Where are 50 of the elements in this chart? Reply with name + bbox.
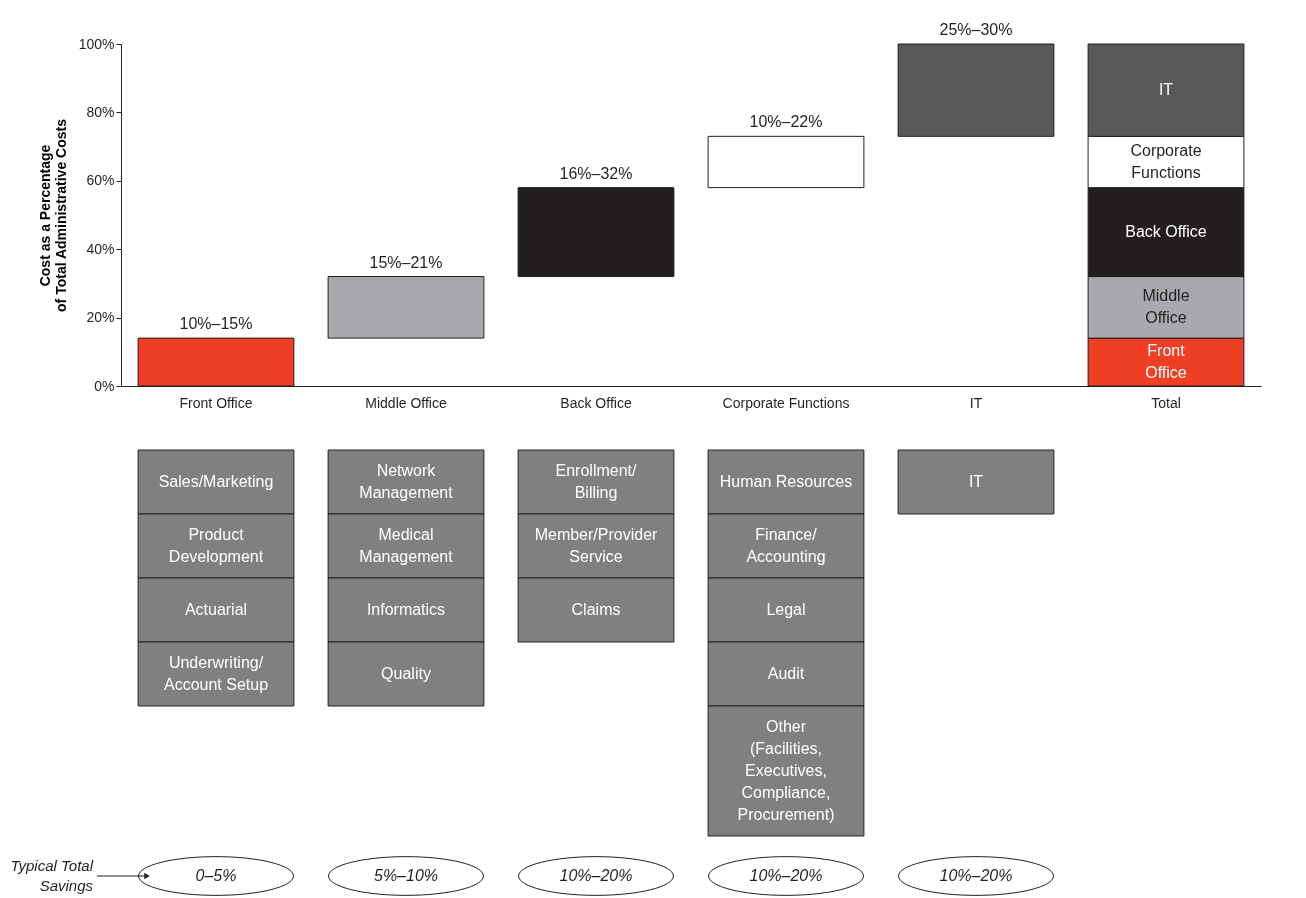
- text: Member/Provider Service: [534, 526, 659, 565]
- y-tick-label: 0%: [94, 377, 115, 394]
- text: 5%–10%: [373, 867, 439, 884]
- text: 10%–20%: [749, 867, 823, 884]
- y-tick-label: 40%: [86, 240, 115, 257]
- annotation: 16%–32%: [559, 164, 633, 182]
- text: Other (Facilities, Executives, Compliance, Procurement): [737, 718, 835, 823]
- text: Audit: [767, 665, 805, 682]
- x-tick-label: IT: [969, 394, 983, 411]
- text: Product Development: [168, 526, 264, 565]
- annotation: Back Office: [1125, 223, 1207, 241]
- annotation: 25%–30%: [939, 21, 1013, 38]
- text: Finance/Accounting: [746, 526, 826, 565]
- x-tick-label: Front Office: [179, 394, 253, 411]
- text: IT: [968, 473, 984, 490]
- x-tick-label: Back Office: [560, 394, 632, 411]
- y-axis-title: Cost as a Percentage of Total Administrative Costs: [36, 118, 69, 312]
- y-tick-label: 100%: [78, 35, 115, 52]
- x-tick-label: Corporate Functions: [722, 394, 850, 411]
- x-tick-label: Middle Office: [365, 394, 447, 411]
- text: Sales/Marketing: [158, 473, 274, 490]
- text: 10%–20%: [939, 867, 1013, 884]
- text: Actuarial: [184, 601, 248, 618]
- y-tick-label: 60%: [86, 172, 115, 189]
- text: Informatics: [366, 601, 446, 618]
- annotation: Corporate Functions: [1130, 141, 1202, 181]
- text: Underwriting/Account Setup: [163, 654, 269, 693]
- bar: [327, 276, 485, 339]
- annotation: 15%–21%: [369, 253, 443, 271]
- annotation: Middle Office: [1142, 287, 1190, 327]
- text: Claims: [571, 601, 621, 618]
- annotation: 10%–15%: [179, 315, 253, 333]
- text: Quality: [381, 665, 431, 682]
- annotation: IT: [1158, 81, 1174, 99]
- y-tick-label: 20%: [86, 309, 115, 326]
- bar: [897, 43, 1055, 137]
- text: Human Resources: [719, 473, 853, 490]
- annotation: Front Office: [1145, 342, 1187, 382]
- text: Network Management: [359, 462, 454, 501]
- text: Typical Total Savings: [10, 857, 94, 894]
- annotation: 10%–22%: [749, 113, 823, 131]
- text: Medical Management: [359, 526, 454, 565]
- x-tick-label: Total: [1151, 394, 1181, 411]
- text: 0–5%: [195, 867, 237, 884]
- text: 10%–20%: [559, 867, 633, 884]
- bar: [707, 135, 865, 189]
- text: Legal: [766, 601, 806, 618]
- y-tick-label: 80%: [86, 103, 115, 120]
- bar: [517, 187, 675, 278]
- text: Enrollment/Billing: [555, 462, 638, 501]
